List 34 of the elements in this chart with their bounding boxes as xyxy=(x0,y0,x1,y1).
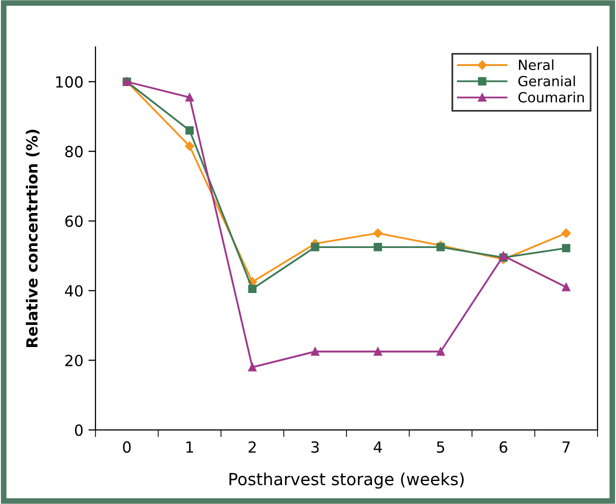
y-tick-label: 80 xyxy=(65,146,83,158)
point xyxy=(562,244,570,252)
point xyxy=(184,141,194,151)
y-tick-label: 60 xyxy=(65,215,83,228)
x-tick-label: 7 xyxy=(562,441,570,453)
point xyxy=(185,93,194,102)
point xyxy=(248,363,257,372)
x-tick-label: 3 xyxy=(311,441,319,453)
point xyxy=(562,282,570,292)
point xyxy=(374,347,382,356)
point xyxy=(436,347,445,356)
x-tick-label: 5 xyxy=(436,441,444,453)
x-axis-title: Postharvest storage (weeks) xyxy=(230,472,464,489)
x-tick-label: 6 xyxy=(500,441,508,453)
point xyxy=(374,242,382,252)
x-tick-label: 1 xyxy=(186,441,194,453)
point xyxy=(436,242,445,252)
point xyxy=(185,126,194,135)
y-tick-label: 0 xyxy=(74,424,83,436)
legend-label: Geranial xyxy=(518,76,575,86)
y-tick-label: 100 xyxy=(56,76,83,88)
x-tick-label: 2 xyxy=(248,441,256,453)
y-axis-title: Relative concentrtion (%) xyxy=(26,130,40,347)
y-tick-label: 20 xyxy=(65,354,83,366)
point xyxy=(248,284,257,294)
x-tick-label: 0 xyxy=(123,441,131,453)
legend-label: Neral xyxy=(518,59,554,70)
point xyxy=(310,242,320,252)
point xyxy=(562,228,571,238)
legend-label: Coumarin xyxy=(518,92,584,103)
point xyxy=(310,347,320,356)
point xyxy=(373,228,382,238)
x-tick-label: 4 xyxy=(374,441,382,453)
y-tick-label: 40 xyxy=(64,285,83,297)
